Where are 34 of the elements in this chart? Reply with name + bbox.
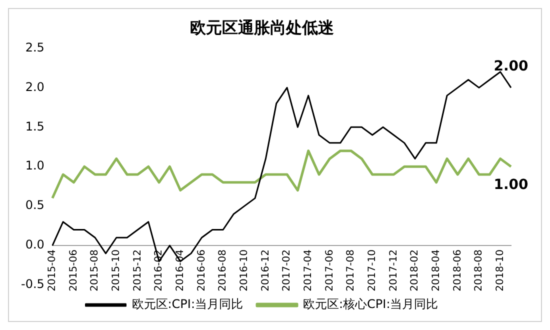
y-tick-label: 0.5 xyxy=(25,198,44,212)
x-tick-label: 2017-08 xyxy=(346,250,357,292)
x-tick-label: 2016-04 xyxy=(174,250,186,292)
y-tick-label: 1.0 xyxy=(25,158,44,173)
x-tick-label: 2016-10 xyxy=(238,250,250,292)
y-tick-label: 1.5 xyxy=(25,119,44,134)
x-tick-label: 2018-02 xyxy=(410,250,421,292)
y-tick-label: -0.5 xyxy=(20,277,44,292)
x-tick-label: 2017-12 xyxy=(388,250,400,292)
x-tick-label: 2016-12 xyxy=(260,250,272,292)
x-tick-label: 2016-08 xyxy=(218,250,229,292)
y-tick-label: 0.0 xyxy=(25,238,44,252)
x-tick-label: 2015-10 xyxy=(110,250,122,292)
x-tick-label: 2018-10 xyxy=(494,250,506,292)
x-tick-label: 2018-08 xyxy=(474,250,485,292)
legend-label: 欧元区:CPI:当月同比 xyxy=(132,297,244,312)
data-label: 2.00 xyxy=(494,58,529,74)
x-tick-label: 2016-02 xyxy=(154,250,165,292)
y-tick-label: 2.5 xyxy=(25,40,44,54)
x-tick-label: 2018-06 xyxy=(452,250,464,292)
x-tick-label: 2018-04 xyxy=(430,250,442,292)
x-tick-label: 2015-08 xyxy=(90,250,101,292)
x-tick-label: 2016-06 xyxy=(196,250,208,292)
x-tick-label: 2017-04 xyxy=(302,250,314,292)
x-tick-label: 2015-12 xyxy=(132,250,144,292)
x-tick-label: 2015-06 xyxy=(68,250,80,292)
data-label: 1.00 xyxy=(494,177,529,194)
legend-label: 欧元区:核心CPI:当月同比 xyxy=(303,297,438,312)
x-tick-label: 2015-04 xyxy=(47,250,58,292)
y-tick-label: 2.0 xyxy=(25,80,44,94)
x-tick-label: 2017-10 xyxy=(366,250,378,292)
chart-title: 欧元区通胀尚处低迷 xyxy=(190,18,334,37)
x-tick-label: 2017-02 xyxy=(282,250,293,292)
x-tick-label: 2017-06 xyxy=(324,250,336,292)
